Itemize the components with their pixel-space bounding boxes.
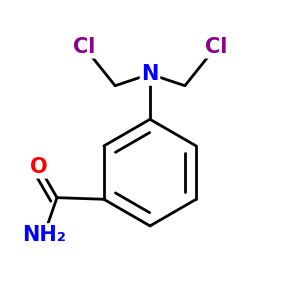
Text: Cl: Cl	[73, 37, 95, 57]
Text: O: O	[30, 157, 48, 177]
Text: Cl: Cl	[205, 37, 227, 57]
Text: NH₂: NH₂	[22, 225, 66, 245]
Text: N: N	[141, 64, 159, 84]
